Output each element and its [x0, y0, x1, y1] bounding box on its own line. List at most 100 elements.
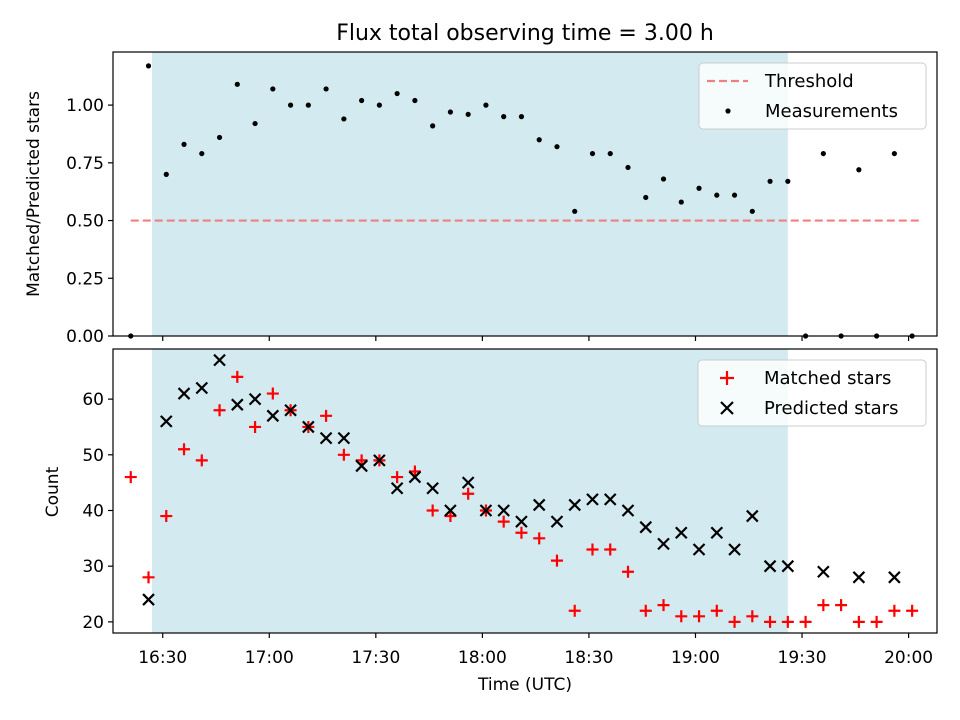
ratio-y-tick-label: 0.25 [66, 269, 104, 289]
predicted-star-point [728, 543, 741, 556]
measurement-point [483, 102, 489, 108]
matched-star-point [675, 610, 688, 623]
matched-star-point [266, 387, 279, 400]
predicted-star-point [355, 459, 368, 473]
predicted-star-point [781, 559, 795, 573]
measurement-point [572, 208, 578, 214]
measurement-point [252, 120, 258, 127]
matched-star-point [817, 599, 830, 612]
count-legend: Matched stars Predicted stars [697, 359, 927, 427]
x-tick-label: 17:00 [245, 648, 294, 668]
matched-star-point [195, 454, 208, 467]
matched-star-point [906, 604, 919, 617]
predicted-star-point [213, 353, 226, 367]
matched-star-point [497, 515, 510, 528]
count-panel-frame [112, 348, 938, 634]
predicted-star-point [888, 571, 901, 584]
matched-star-point [213, 404, 226, 417]
ratio-legend: Threshold Measurements [698, 62, 927, 130]
predicted-star-point [674, 526, 688, 540]
matched-star-point [426, 504, 439, 517]
ratio-y-axis-label: Matched/Predicted stars [24, 91, 44, 297]
ratio-legend-box [698, 62, 927, 130]
matched-star-point [142, 571, 155, 584]
matched-star-point [444, 510, 457, 523]
matched-star-point [710, 604, 723, 617]
legend-measurements-label: Measurements [765, 101, 898, 122]
matched-star-point [622, 565, 634, 578]
ratio-x-ticks [162, 336, 910, 341]
predicted-star-point [692, 543, 706, 556]
measurement-point [856, 167, 862, 173]
predicted-star-point [159, 415, 173, 428]
x-tick-label: 16:30 [138, 648, 187, 668]
x-tick-label: 19:30 [778, 648, 827, 668]
predicted-star-point [390, 481, 404, 495]
ratio-panel-frame [112, 51, 938, 337]
predicted-star-point [231, 398, 244, 411]
legend-threshold-label: Threshold [764, 71, 854, 92]
measurement-point [199, 150, 205, 157]
measurement-point [696, 185, 702, 191]
predicted-star-point [852, 571, 866, 584]
measurement-point [714, 192, 720, 198]
predicted-star-point [195, 381, 209, 395]
chart-title: Flux total observing time = 3.00 h [336, 21, 714, 46]
matched-star-point [391, 471, 404, 484]
matched-star-point [728, 615, 741, 628]
measurement-points [128, 63, 915, 339]
matched-star-point [568, 604, 581, 617]
x-tick-label: 19:00 [671, 648, 720, 668]
matched-star-point [408, 465, 421, 478]
measurement-point [554, 144, 560, 150]
predicted-star-point [603, 493, 617, 506]
measurement-point [891, 150, 897, 157]
matched-stars-points [124, 370, 919, 628]
matched-star-point [124, 471, 137, 484]
predicted-star-point [479, 504, 493, 517]
measurement-point [305, 102, 311, 108]
predicted-star-point [319, 431, 333, 445]
predicted-star-point [444, 504, 457, 517]
legend-predicted-swatch [720, 401, 734, 415]
matched-star-point [657, 599, 670, 612]
predicted-star-point [657, 537, 670, 551]
predicted-star-point [337, 431, 351, 445]
predicted-star-point [302, 420, 315, 434]
measurement-point [234, 81, 240, 87]
predicted-star-point [710, 526, 724, 540]
measurement-point [625, 164, 631, 171]
measurement-point [341, 116, 347, 122]
predicted-stars-points [142, 353, 901, 606]
count-y-axis-label: Count [43, 466, 63, 517]
count-y-tick-label: 30 [82, 557, 104, 577]
matched-star-point [550, 554, 563, 567]
predicted-star-point [373, 454, 386, 467]
predicted-star-point [550, 515, 564, 528]
x-tick-label: 17:30 [351, 648, 400, 668]
ratio-y-tick-label: 0.00 [66, 327, 104, 347]
measurement-point [163, 171, 169, 177]
matched-star-point [586, 543, 599, 556]
predicted-star-point [568, 498, 582, 512]
predicted-star-point [408, 470, 422, 484]
measurement-point [359, 97, 365, 104]
matched-star-point [835, 599, 848, 612]
matched-star-point [852, 615, 865, 628]
measurement-point [447, 109, 454, 115]
measurement-point [749, 208, 755, 214]
matched-star-point [888, 604, 901, 617]
measurement-point [518, 114, 525, 120]
measurement-point [270, 86, 276, 92]
legend-measurements-swatch [725, 108, 731, 114]
measurement-point [589, 150, 596, 157]
predicted-star-point [817, 565, 830, 579]
x-tick-label: 18:30 [564, 648, 613, 668]
measurement-point [465, 111, 471, 117]
ratio-y-tick-label: 1.00 [66, 96, 104, 116]
measurement-point [145, 63, 152, 69]
legend-matched-swatch [720, 371, 734, 385]
predicted-star-point [497, 504, 510, 517]
count-panel: 20 30 40 50 60 16:30 17:00 17:30 18:00 18:30 19:0… [43, 348, 938, 695]
predicted-star-point [639, 520, 653, 534]
